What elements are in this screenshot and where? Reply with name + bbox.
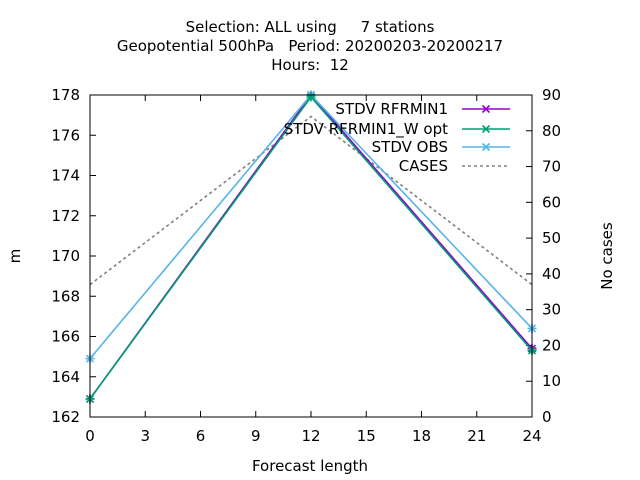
y-tick-label: 162 — [51, 408, 80, 426]
y2-tick-label: 10 — [542, 372, 561, 390]
y-tick-label: 170 — [51, 247, 80, 265]
legend-item: CASES — [399, 157, 510, 175]
series-point — [306, 92, 316, 102]
y2-tick-label: 70 — [542, 158, 561, 176]
y2-tick-label: 80 — [542, 122, 561, 140]
y2-axis-label: No cases — [598, 222, 616, 290]
x-tick-label: 18 — [412, 427, 431, 445]
y-axis-label: m — [6, 249, 24, 264]
x-axis-label: Forecast length — [252, 457, 368, 475]
plot-frame — [89, 94, 533, 418]
y2-tick-label: 60 — [542, 193, 561, 211]
legend-label: STDV RFRMIN1_W opt — [284, 120, 448, 139]
y-tick-label: 176 — [51, 126, 80, 144]
y2-tick-label: 30 — [542, 301, 561, 319]
chart-title-line-1: Selection: ALL using 7 stations — [185, 18, 435, 36]
x-tick-label: 9 — [251, 427, 261, 445]
axis-ticks: 1621641661681701721741761780102030405060… — [51, 86, 561, 445]
chart-title-line-3: Hours: 12 — [271, 56, 349, 74]
y-tick-label: 168 — [51, 287, 80, 305]
x-tick-label: 24 — [522, 427, 541, 445]
x-tick-label: 0 — [85, 427, 95, 445]
y-tick-label: 174 — [51, 167, 80, 185]
x-tick-label: 3 — [140, 427, 150, 445]
y2-tick-label: 20 — [542, 336, 561, 354]
y2-tick-label: 50 — [542, 229, 561, 247]
legend-item: STDV RFRMIN1_W opt — [284, 120, 510, 139]
y-tick-label: 164 — [51, 368, 80, 386]
y2-tick-label: 90 — [542, 86, 561, 104]
legend-item: STDV RFRMIN1 — [335, 100, 510, 118]
series-line — [89, 93, 533, 400]
legend-label: CASES — [399, 157, 448, 175]
y-tick-label: 178 — [51, 86, 80, 104]
x-tick-label: 21 — [467, 427, 486, 445]
x-tick-label: 6 — [196, 427, 206, 445]
legend-label: STDV RFRMIN1 — [335, 100, 448, 118]
legend-label: STDV OBS — [372, 138, 448, 156]
series-line — [89, 115, 533, 286]
y-tick-label: 172 — [51, 207, 80, 225]
legend-item: STDV OBS — [372, 138, 510, 156]
y-tick-label: 166 — [51, 328, 80, 346]
series-line — [89, 95, 533, 400]
x-tick-label: 12 — [301, 427, 320, 445]
x-tick-label: 15 — [357, 427, 376, 445]
y2-tick-label: 40 — [542, 265, 561, 283]
y2-tick-label: 0 — [542, 408, 552, 426]
chart-title-line-2: Geopotential 500hPa Period: 20200203-202… — [116, 37, 504, 55]
